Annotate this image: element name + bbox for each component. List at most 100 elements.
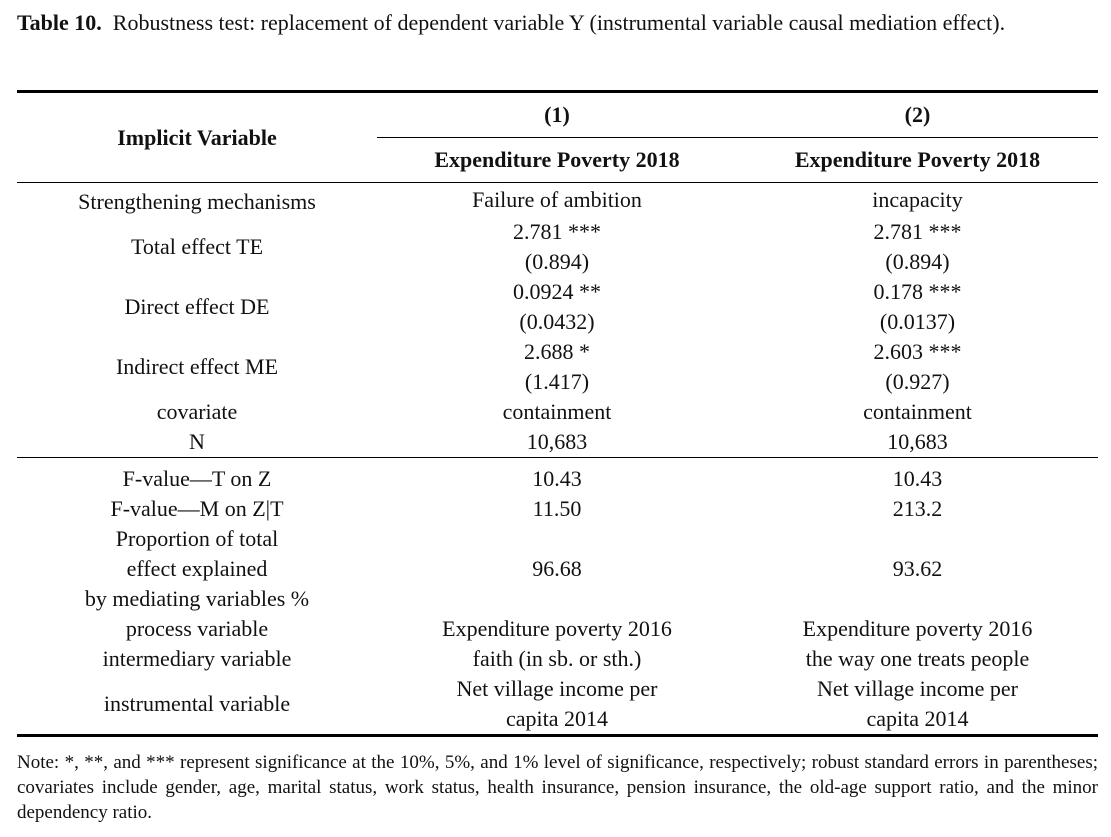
col-1-value-line: faith (in sb. or sth.) [472,646,642,671]
header-row-numbers: Implicit Variable (1) (2) [17,90,1098,183]
col-1-value: 10.43 [377,458,737,495]
col-2-value-line: 93.62 [892,556,943,581]
col-1-value: 96.68 [377,524,737,614]
col-1-value: 2.781 *** (0.894) [377,217,737,277]
table-row: Strengthening mechanisms Failure of ambit… [17,183,1098,218]
row-label: Indirect effect ME [115,354,279,379]
col-1-value-line: 96.68 [532,556,582,581]
col-2-value-line: Net village income per [817,676,1018,701]
col-1-value-line: Expenditure poverty 2016 [442,616,672,641]
row-label: Total effect TE [130,234,264,259]
table-caption: Table 10. Robustness test: replacement o… [17,6,1097,40]
col-2-value-line: 0.178 *** [873,279,962,304]
col-1-value-line: capita 2014 [505,706,609,731]
header-col-2-number: (2) [737,90,1098,138]
table-row: process variable Expenditure poverty 2016… [17,614,1098,644]
col-2-value: 2.603 *** (0.927) [737,337,1098,397]
header-row-titles: Expenditure Poverty 2018 Expenditure Pov… [17,137,1098,183]
col-2-value-line: 10,683 [887,429,948,454]
col-2-value: containment [737,397,1098,427]
col-1-value: Net village income per capita 2014 [377,674,737,737]
row-label-line: Proportion of total [115,526,279,551]
col-2-value-line: (0.0137) [879,309,956,334]
col-2-value-line: incapacity [872,187,963,212]
row-label-line: F-value—T on Z [122,466,272,491]
col-2-value: 10,683 [737,427,1098,458]
col-2-value-line: capita 2014 [866,706,969,731]
col-2-value-line: 213.2 [892,496,943,521]
col-1-value-line: (1.417) [524,369,590,394]
row-label: instrumental variable [17,674,377,737]
row-label-line: intermediary variable [102,646,292,671]
col-2-value-line: (0.927) [885,369,950,394]
table-row: Indirect effect ME 2.688 * (1.417) 2.603 **… [17,337,1098,397]
table-row: Proportion of total effect explained by me… [17,524,1098,614]
col-2-value: 10.43 [737,458,1098,495]
col-2-value: 93.62 [737,524,1098,614]
col-1-value: 11.50 [377,494,737,524]
col-2-value: incapacity [737,183,1098,218]
table-row: Total effect TE 2.781 *** (0.894) 2.781 ***… [17,217,1098,277]
row-label-line: F-value—M on Z|T [110,496,284,521]
table-row: N 10,683 10,683 [17,427,1098,458]
col-2-value: 2.781 *** (0.894) [737,217,1098,277]
row-label: N [17,427,377,458]
table-row: covariate containment containment [17,397,1098,427]
col-2-value: the way one treats people [737,644,1098,674]
col-1-value: 0.0924 ** (0.0432) [377,277,737,337]
col-1-value-line: (0.0432) [519,309,595,334]
row-label: intermediary variable [17,644,377,674]
row-label: process variable [17,614,377,644]
col-1-value-line: containment [502,399,612,424]
col-2-value-line: containment [863,399,972,424]
col-1-value-line: 10.43 [532,466,582,491]
col-1-value-line: 11.50 [532,496,582,521]
row-label: covariate [156,399,238,424]
caption-label: Table 10. [17,10,102,35]
col-2-value-line: 2.781 *** [873,219,962,244]
col-1-value-line: (0.894) [524,249,590,274]
row-label: Proportion of total effect explained by me… [17,524,377,614]
row-label-line: process variable [125,616,269,641]
row-label: Direct effect DE [124,294,270,319]
col-2-value: 213.2 [737,494,1098,524]
row-label: F-value—T on Z [17,458,377,495]
col-2-value: Expenditure poverty 2016 [737,614,1098,644]
row-label-line: effect explained [126,556,268,581]
col-2-value-line: 2.603 *** [873,339,962,364]
col-1-value-line: Failure of ambition [472,187,642,212]
col-1-value: containment [377,397,737,427]
header-row-label: Implicit Variable [17,90,377,183]
col-2-value-line: (0.894) [885,249,950,274]
row-label: F-value—M on Z|T [17,494,377,524]
col-1-value: 10,683 [377,427,737,458]
row-label-line: instrumental variable [103,691,291,716]
col-1-value-line: 0.0924 ** [513,279,601,304]
header-col-1-number: (1) [377,90,737,138]
table-row: F-value—T on Z 10.43 10.43 [17,458,1098,495]
col-2-value-line: the way one treats people [805,646,1030,671]
header-col-2-title: Expenditure Poverty 2018 [737,137,1098,183]
table-note: Note: *, **, and *** represent significa… [17,752,1098,823]
row-label: Strengthening mechanisms [78,189,316,214]
col-1-value: faith (in sb. or sth.) [377,644,737,674]
col-1-value: Failure of ambition [377,183,737,218]
table-row: intermediary variable faith (in sb. or st… [17,644,1098,674]
caption-text: Robustness test: replacement of dependen… [112,10,1006,35]
table-row: Direct effect DE 0.0924 ** (0.0432) 0.178 *… [17,277,1098,337]
header-col-1-title: Expenditure Poverty 2018 [377,137,737,183]
table-row: instrumental variable Net village income … [17,674,1098,737]
row-label-line: by mediating variables % [84,586,310,611]
table-row: F-value—M on Z|T 11.50 213.2 [17,494,1098,524]
col-2-value: Net village income per capita 2014 [737,674,1098,737]
col-1-value: Expenditure poverty 2016 [377,614,737,644]
col-1-value-line: 2.688 * [524,339,590,364]
col-2-value-line: Expenditure poverty 2016 [802,616,1033,641]
col-2-value-line: 10.43 [892,466,943,491]
col-2-value: 0.178 *** (0.0137) [737,277,1098,337]
col-1-value: 2.688 * (1.417) [377,337,737,397]
col-1-value-line: 2.781 *** [513,219,601,244]
results-table: Implicit Variable (1) (2) Expenditure Po… [17,90,1098,737]
col-1-value-line: 10,683 [526,429,588,454]
col-1-value-line: Net village income per [456,676,658,701]
